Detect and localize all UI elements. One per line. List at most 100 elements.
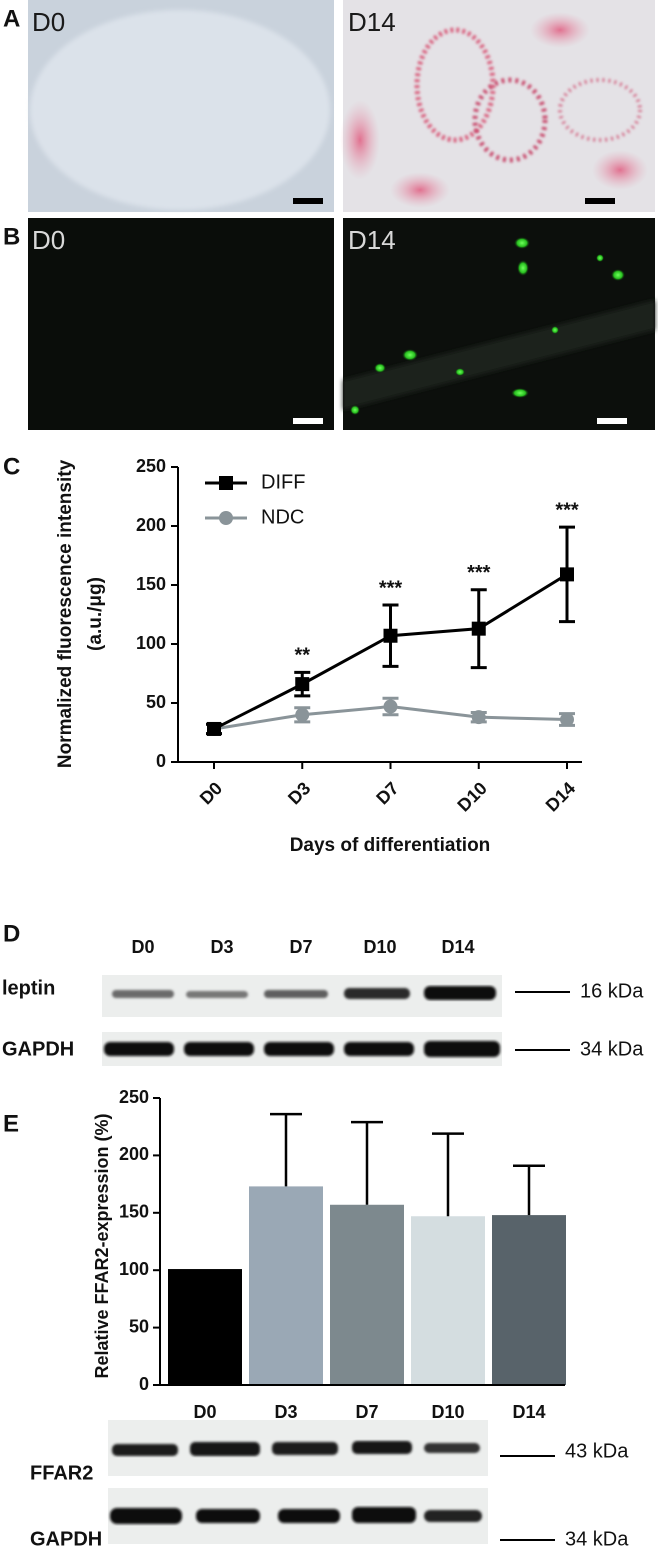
- x-tick-label: D7: [355, 1402, 378, 1422]
- y-tick-label: 250: [119, 1087, 149, 1107]
- y-tick-label: 150: [119, 1202, 149, 1222]
- y-axis-label: Relative FFAR2-expression (%): [92, 1113, 112, 1378]
- marker-label: 34 kDa: [565, 1528, 629, 1550]
- lane-label: D3: [210, 937, 233, 957]
- panel-label: E: [3, 1110, 19, 1137]
- band: [186, 991, 248, 998]
- significance-label: ***: [555, 499, 579, 521]
- error-bar: [513, 1164, 545, 1216]
- y-tick-label: 100: [119, 1259, 149, 1279]
- band: [190, 1442, 260, 1456]
- x-tick-label: D14: [542, 778, 579, 815]
- row-label: FFAR2: [30, 1462, 93, 1484]
- bar: [249, 1186, 323, 1385]
- x-tick-label: D3: [274, 1402, 297, 1422]
- micrograph: D0: [28, 218, 334, 430]
- y-tick-label: 0: [156, 751, 166, 771]
- marker: [383, 628, 398, 643]
- lipid-droplet: [511, 388, 529, 398]
- bar: [411, 1216, 485, 1385]
- band: [278, 1509, 340, 1523]
- bands: [104, 1041, 500, 1057]
- marker-label: 43 kDa: [565, 1440, 629, 1462]
- x-axis-label: Days of differentiation: [290, 835, 491, 856]
- scale-bar: [597, 418, 627, 424]
- band: [112, 990, 174, 998]
- stain: [340, 100, 380, 180]
- micrograph: D0: [28, 0, 334, 212]
- marker-label: 16 kDa: [580, 980, 644, 1002]
- y-tick-label: 150: [136, 574, 166, 594]
- band: [112, 1444, 178, 1456]
- image-texture: [30, 10, 330, 210]
- band: [424, 986, 496, 1000]
- panel-label: D: [3, 920, 20, 947]
- image-bg: [28, 218, 334, 430]
- y-tick-label: 50: [146, 692, 166, 712]
- bar: [168, 1269, 242, 1385]
- panel-label: C: [3, 453, 20, 480]
- bands: [112, 1441, 480, 1456]
- x-tick-label: D3: [284, 778, 314, 808]
- legend-marker: [219, 511, 233, 525]
- marker: [207, 721, 221, 736]
- row-label: GAPDH: [30, 1528, 102, 1550]
- cell-outline: [558, 78, 642, 142]
- band: [110, 1508, 182, 1524]
- lipid-droplet: [402, 349, 418, 361]
- scale-bar: [293, 418, 323, 424]
- band: [344, 988, 410, 999]
- x-tick-label: D7: [372, 778, 402, 808]
- lane-label: D0: [131, 937, 154, 957]
- lipid-droplet: [374, 363, 386, 373]
- cell-outline: [414, 27, 496, 143]
- lipid-droplet: [611, 269, 625, 281]
- lipid-droplet: [514, 237, 530, 249]
- x-tick-label: D10: [431, 1402, 464, 1422]
- bands: [112, 986, 496, 1000]
- band: [424, 1443, 480, 1453]
- band: [352, 1441, 412, 1454]
- y-axis-label: (a.u./μg): [85, 577, 106, 651]
- panel-label: A: [3, 5, 20, 32]
- row-label: GAPDH: [2, 1038, 74, 1060]
- band: [424, 1510, 482, 1522]
- error-bar: [432, 1132, 464, 1217]
- y-tick-label: 100: [136, 633, 166, 653]
- band: [104, 1042, 174, 1056]
- band: [344, 1042, 414, 1056]
- legend-marker: [219, 476, 233, 490]
- marker: [295, 707, 310, 722]
- band: [424, 1041, 500, 1057]
- lane-label: D7: [289, 937, 312, 957]
- band: [264, 990, 328, 998]
- y-tick-label: 200: [136, 515, 166, 535]
- lane-label: D14: [441, 937, 474, 957]
- band: [272, 1442, 338, 1455]
- image-label: D14: [348, 7, 396, 37]
- bar-chart: 0 50 100 150 200 250 D0 D3 D7 D10 D14 Relative FFAR…: [92, 1087, 566, 1422]
- bar: [330, 1204, 404, 1385]
- band: [264, 1042, 334, 1056]
- image-texture: [343, 300, 655, 410]
- marker: [471, 621, 486, 636]
- band: [352, 1507, 416, 1523]
- y-tick-label: 200: [119, 1144, 149, 1164]
- marker-label: 34 kDa: [580, 1038, 644, 1060]
- marker: [383, 699, 398, 714]
- micrograph: D14: [343, 218, 655, 430]
- band: [196, 1509, 260, 1523]
- scale-bar: [585, 198, 615, 204]
- legend-label: NDC: [261, 506, 304, 528]
- bands: [110, 1507, 482, 1524]
- x-tick-label: D14: [512, 1402, 545, 1422]
- x-tick-label: D0: [193, 1402, 216, 1422]
- band: [184, 1042, 254, 1056]
- lipid-droplet: [596, 254, 604, 262]
- marker: [295, 677, 310, 692]
- significance-label: ***: [467, 562, 491, 584]
- lipid-droplet: [455, 368, 465, 376]
- bar: [492, 1215, 566, 1385]
- error-bar: [351, 1120, 383, 1205]
